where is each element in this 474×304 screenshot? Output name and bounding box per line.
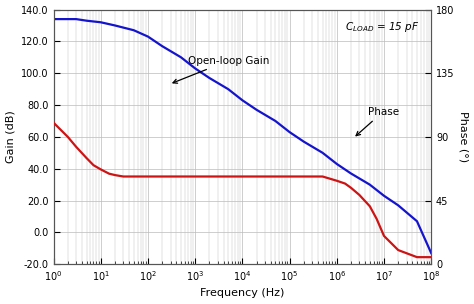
Text: Open-loop Gain: Open-loop Gain (173, 56, 269, 83)
Text: C$_{{LOAD}}$ = 15 pF: C$_{{LOAD}}$ = 15 pF (346, 20, 420, 34)
Y-axis label: Gain (dB): Gain (dB) (6, 111, 16, 163)
Y-axis label: Phase (°): Phase (°) (458, 111, 468, 162)
X-axis label: Frequency (Hz): Frequency (Hz) (200, 288, 284, 299)
Text: Phase: Phase (356, 107, 399, 136)
